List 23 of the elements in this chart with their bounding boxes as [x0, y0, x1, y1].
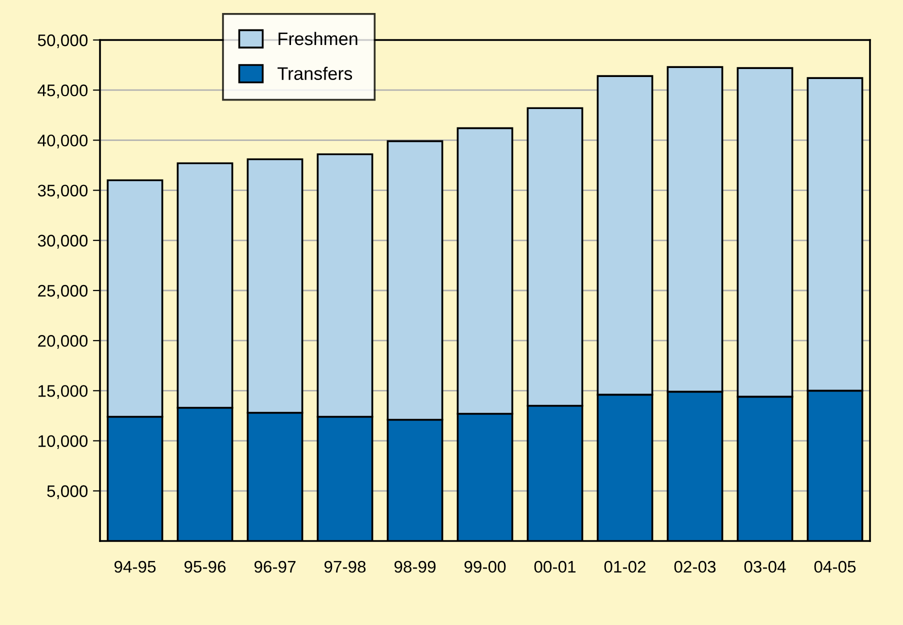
y-tick-label: 50,000: [38, 34, 88, 48]
y-tick-label: 45,000: [38, 84, 88, 98]
x-tick-label: 04-05: [814, 560, 856, 573]
x-tick-label: 03-04: [744, 560, 786, 573]
y-tick-label: 40,000: [38, 134, 88, 148]
y-tick-label: 25,000: [38, 284, 88, 299]
y-tick-label: 20,000: [38, 335, 88, 349]
y-tick-label: 5,000: [47, 485, 88, 500]
x-tick-label: 02-03: [674, 560, 716, 573]
y-tick-label: 10,000: [38, 435, 88, 449]
x-tick-label: 98-99: [394, 560, 436, 573]
x-tick-label: 97-98: [324, 560, 366, 573]
x-tick-label: 99-00: [464, 560, 506, 573]
y-tick-label: 15,000: [38, 385, 88, 399]
legend-label: Freshmen: [278, 32, 358, 46]
x-tick-label: 00-01: [534, 560, 576, 573]
x-tick-label: 96-97: [254, 560, 296, 573]
x-tick-label: 94-95: [114, 560, 156, 573]
legend-label: Transfers: [278, 66, 352, 80]
y-tick-label: 35,000: [38, 184, 88, 198]
x-tick-label: 01-02: [604, 560, 646, 573]
x-tick-label: 95-96: [184, 560, 226, 573]
y-tick-label: 30,000: [38, 234, 88, 249]
